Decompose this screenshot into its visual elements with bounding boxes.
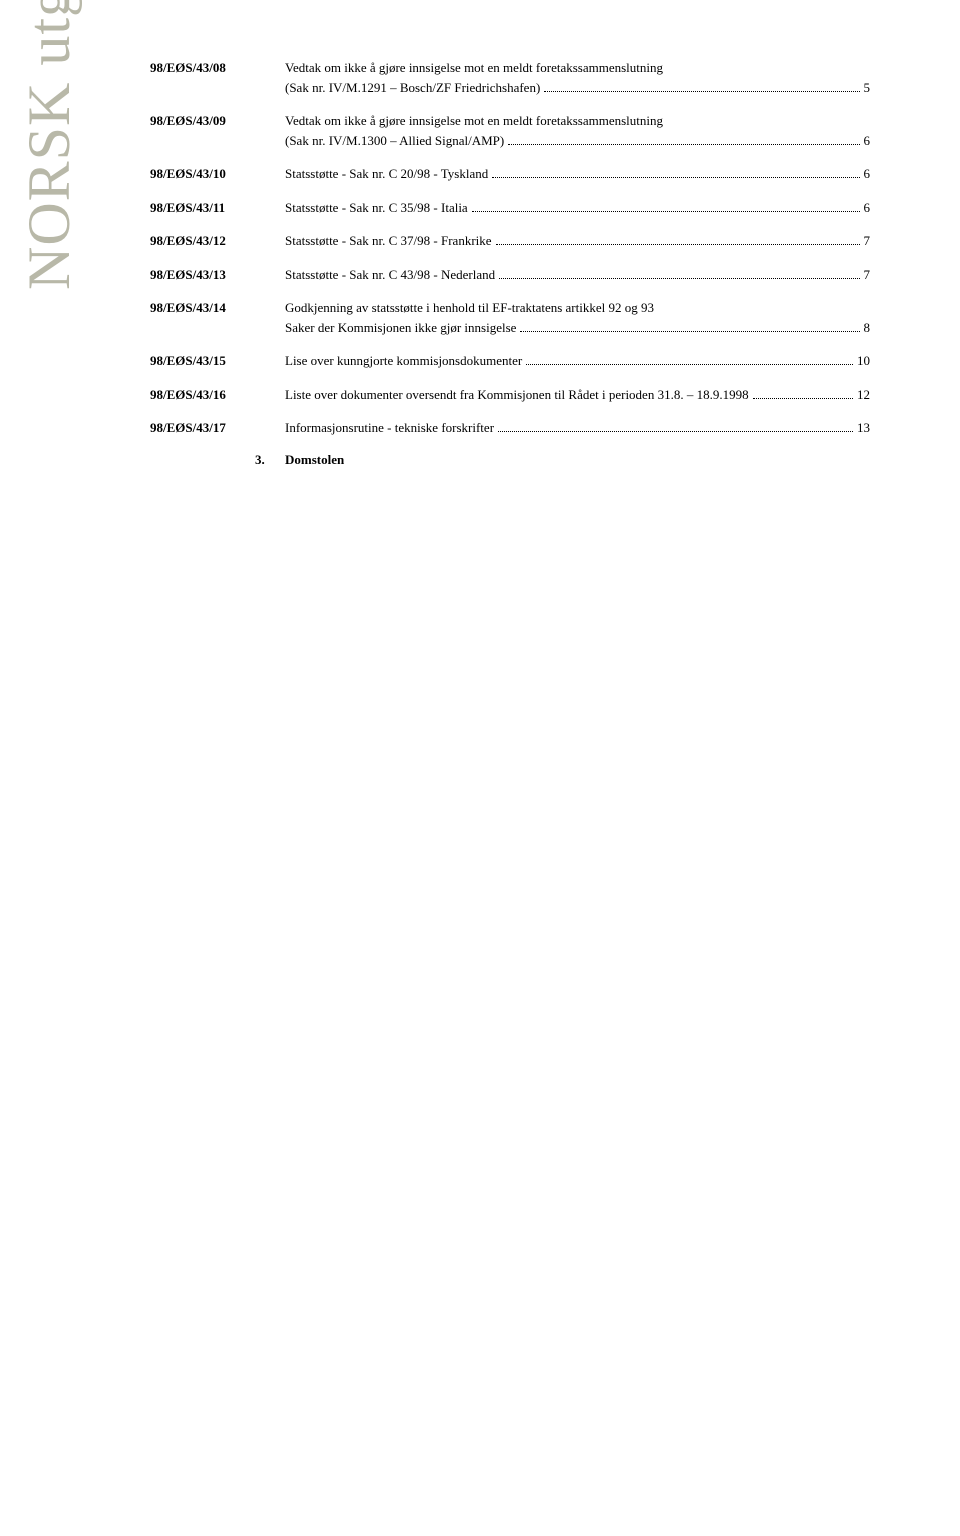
entry-line: Godkjenning av statsstøtte i henhold til… — [285, 298, 870, 318]
entry-label: 98/EØS/43/08 — [150, 58, 285, 78]
page-container: NORSK utgave 98/EØS/43/08Vedtak om ikke … — [0, 0, 960, 1536]
entry-line: Statsstøtte - Sak nr. C 43/98 - Nederlan… — [285, 265, 870, 285]
section-title: Domstolen — [285, 452, 870, 468]
entry-line: Statsstøtte - Sak nr. C 37/98 - Frankrik… — [285, 231, 870, 251]
entry-line: Lise over kunngjorte kommisjonsdokumente… — [285, 351, 870, 371]
entry-text: Vedtak om ikke å gjøre innsigelse mot en… — [285, 58, 663, 78]
entry-text: Godkjenning av statsstøtte i henhold til… — [285, 298, 654, 318]
entry-body: Vedtak om ikke å gjøre innsigelse mot en… — [285, 58, 870, 97]
leader-dots — [508, 144, 859, 145]
section-number: 3. — [150, 452, 285, 468]
entry-body: Vedtak om ikke å gjøre innsigelse mot en… — [285, 111, 870, 150]
entry-body: Statsstøtte - Sak nr. C 37/98 - Frankrik… — [285, 231, 870, 251]
toc-entry: 98/EØS/43/11Statsstøtte - Sak nr. C 35/9… — [150, 198, 870, 218]
toc-entry: 98/EØS/43/16Liste over dokumenter overse… — [150, 385, 870, 405]
entry-text: Statsstøtte - Sak nr. C 37/98 - Frankrik… — [285, 231, 492, 251]
entry-text: Statsstøtte - Sak nr. C 20/98 - Tyskland — [285, 164, 488, 184]
entry-text: Vedtak om ikke å gjøre innsigelse mot en… — [285, 111, 663, 131]
toc-entry: 98/EØS/43/08Vedtak om ikke å gjøre innsi… — [150, 58, 870, 97]
leader-dots — [520, 331, 859, 332]
entry-label: 98/EØS/43/10 — [150, 164, 285, 184]
entry-label: 98/EØS/43/12 — [150, 231, 285, 251]
toc-entry: 98/EØS/43/10Statsstøtte - Sak nr. C 20/9… — [150, 164, 870, 184]
leader-dots — [492, 177, 859, 178]
entry-label: 98/EØS/43/11 — [150, 198, 285, 218]
entry-label: 98/EØS/43/14 — [150, 298, 285, 318]
page-number: 6 — [864, 198, 871, 218]
leader-dots — [499, 278, 859, 279]
page-number: 10 — [857, 351, 870, 371]
page-number: 6 — [864, 131, 871, 151]
entry-body: Godkjenning av statsstøtte i henhold til… — [285, 298, 870, 337]
page-number: 12 — [857, 385, 870, 405]
entry-line: Statsstøtte - Sak nr. C 35/98 - Italia 6 — [285, 198, 870, 218]
section-heading: 3. Domstolen — [150, 452, 870, 468]
page-number: 8 — [864, 318, 871, 338]
toc-entry: 98/EØS/43/12Statsstøtte - Sak nr. C 37/9… — [150, 231, 870, 251]
entry-line: Saker der Kommisjonen ikke gjør innsigel… — [285, 318, 870, 338]
page-number: 6 — [864, 164, 871, 184]
toc-entry: 98/EØS/43/17Informasjonsrutine - teknisk… — [150, 418, 870, 438]
entry-line: Informasjonsrutine - tekniske forskrifte… — [285, 418, 870, 438]
entry-text: Statsstøtte - Sak nr. C 43/98 - Nederlan… — [285, 265, 495, 285]
entry-body: Statsstøtte - Sak nr. C 43/98 - Nederlan… — [285, 265, 870, 285]
entry-line: Liste over dokumenter oversendt fra Komm… — [285, 385, 870, 405]
leader-dots — [526, 364, 853, 365]
page-number: 7 — [864, 231, 871, 251]
toc-entry: 98/EØS/43/14Godkjenning av statsstøtte i… — [150, 298, 870, 337]
entry-label: 98/EØS/43/15 — [150, 351, 285, 371]
entry-body: Statsstøtte - Sak nr. C 35/98 - Italia 6 — [285, 198, 870, 218]
entry-line: Vedtak om ikke å gjøre innsigelse mot en… — [285, 111, 870, 131]
entry-label: 98/EØS/43/16 — [150, 385, 285, 405]
entry-body: Informasjonsrutine - tekniske forskrifte… — [285, 418, 870, 438]
leader-dots — [498, 431, 853, 432]
toc-entry: 98/EØS/43/09Vedtak om ikke å gjøre innsi… — [150, 111, 870, 150]
entry-text: Informasjonsrutine - tekniske forskrifte… — [285, 418, 494, 438]
page-number: 13 — [857, 418, 870, 438]
entry-text: Saker der Kommisjonen ikke gjør innsigel… — [285, 318, 516, 338]
entry-text: (Sak nr. IV/M.1291 – Bosch/ZF Friedrichs… — [285, 78, 540, 98]
leader-dots — [753, 398, 853, 399]
page-number: 7 — [864, 265, 871, 285]
entry-body: Statsstøtte - Sak nr. C 20/98 - Tyskland… — [285, 164, 870, 184]
entry-label: 98/EØS/43/13 — [150, 265, 285, 285]
page-number: 5 — [864, 78, 871, 98]
toc-entry: 98/EØS/43/15Lise over kunngjorte kommisj… — [150, 351, 870, 371]
entry-line: (Sak nr. IV/M.1291 – Bosch/ZF Friedrichs… — [285, 78, 870, 98]
entry-text: (Sak nr. IV/M.1300 – Allied Signal/AMP) — [285, 131, 504, 151]
toc-entry: 98/EØS/43/13Statsstøtte - Sak nr. C 43/9… — [150, 265, 870, 285]
entry-line: (Sak nr. IV/M.1300 – Allied Signal/AMP) 6 — [285, 131, 870, 151]
entry-label: 98/EØS/43/09 — [150, 111, 285, 131]
entry-body: Lise over kunngjorte kommisjonsdokumente… — [285, 351, 870, 371]
leader-dots — [544, 91, 859, 92]
entry-label: 98/EØS/43/17 — [150, 418, 285, 438]
entry-body: Liste over dokumenter oversendt fra Komm… — [285, 385, 870, 405]
leader-dots — [472, 211, 860, 212]
entry-line: Statsstøtte - Sak nr. C 20/98 - Tyskland… — [285, 164, 870, 184]
entry-line: Vedtak om ikke å gjøre innsigelse mot en… — [285, 58, 870, 78]
leader-dots — [496, 244, 860, 245]
toc-content: 98/EØS/43/08Vedtak om ikke å gjøre innsi… — [130, 50, 870, 468]
vertical-title: NORSK utgave — [15, 0, 84, 290]
entry-text: Lise over kunngjorte kommisjonsdokumente… — [285, 351, 522, 371]
entry-text: Statsstøtte - Sak nr. C 35/98 - Italia — [285, 198, 468, 218]
entry-text: Liste over dokumenter oversendt fra Komm… — [285, 385, 749, 405]
